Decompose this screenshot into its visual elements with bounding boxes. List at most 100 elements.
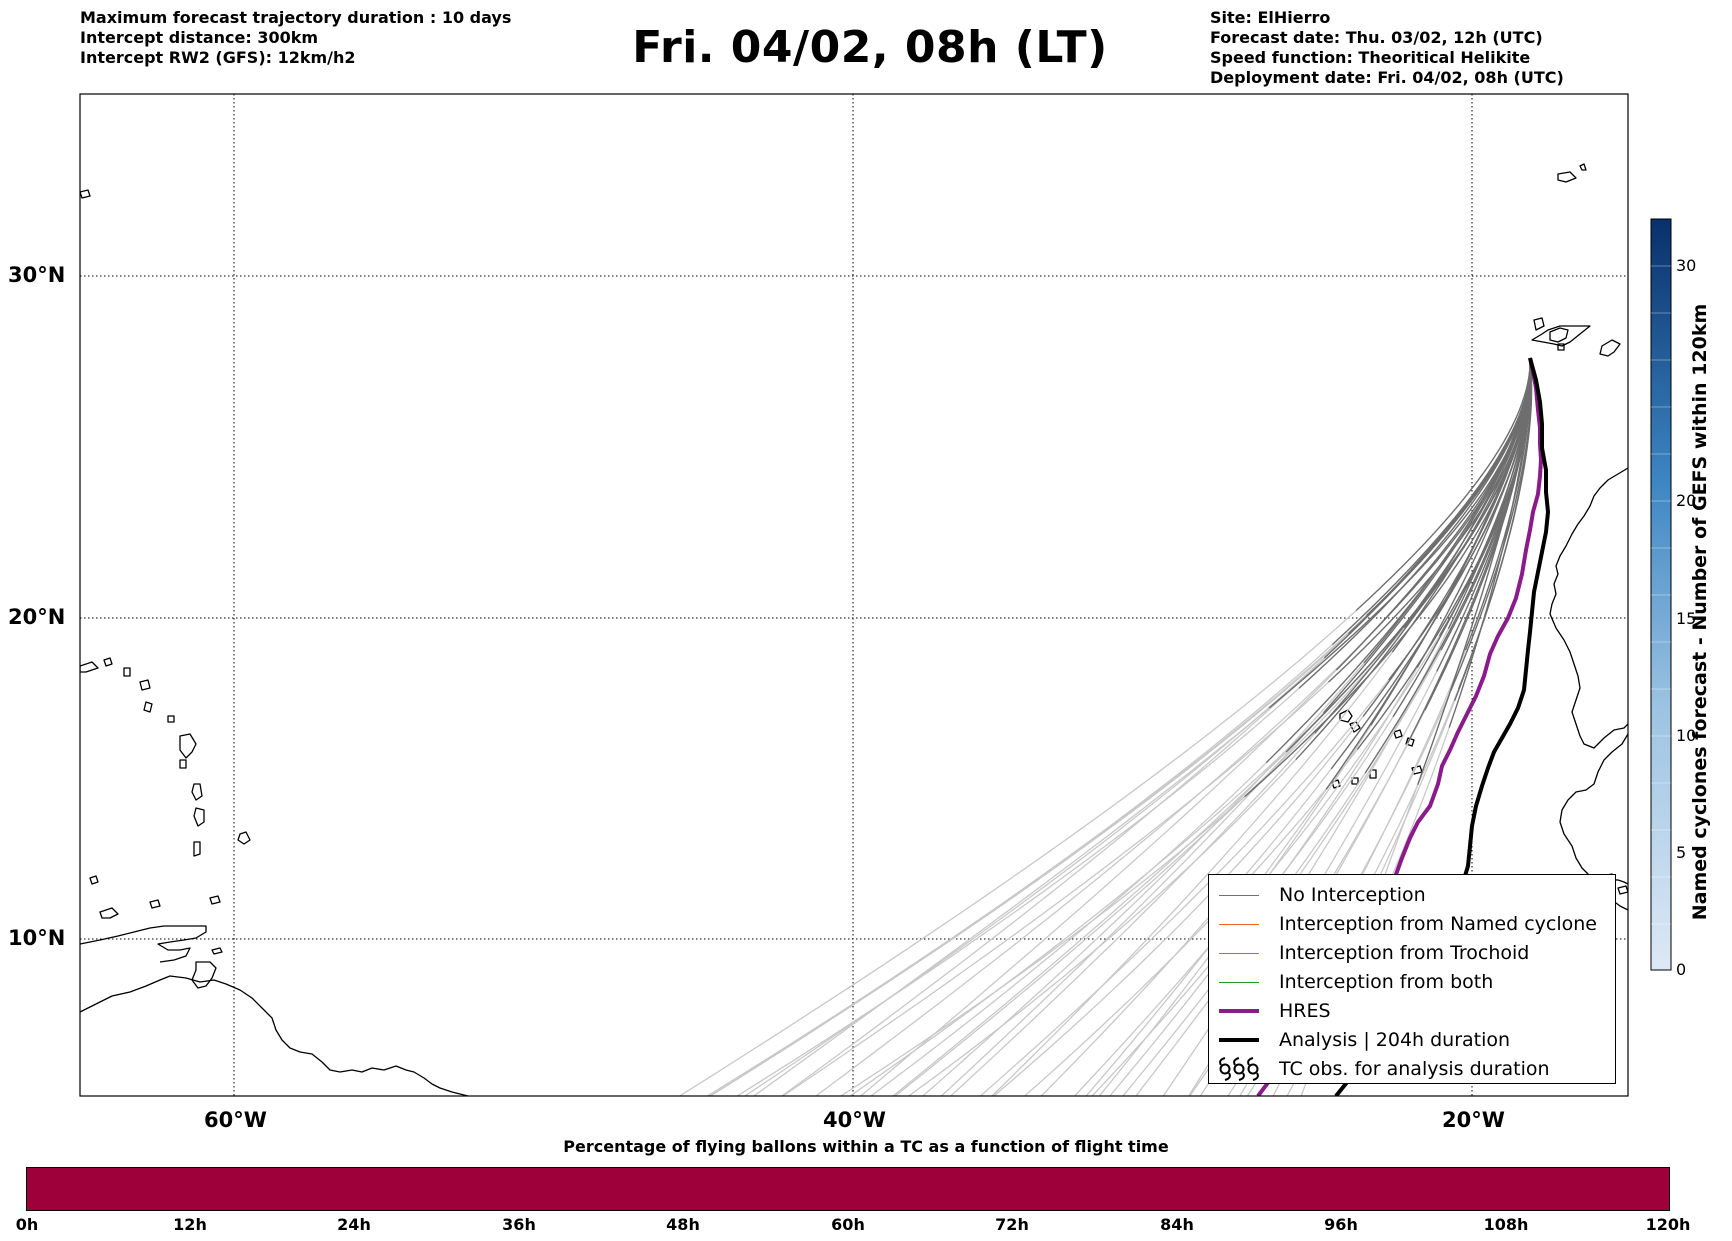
hcb-tick-48h: 48h — [666, 1215, 700, 1234]
ensemble-trajectory-tail — [991, 651, 1393, 1096]
vcb-tick-0: 0 — [1676, 960, 1687, 979]
speed-function-text: Speed function: Theoritical Helikite — [1210, 48, 1531, 67]
legend-swatch-trochoid — [1219, 952, 1259, 954]
dominica-island — [191, 783, 203, 801]
ensemble-trajectory — [1363, 358, 1531, 664]
ensemble-trajectory-tail — [707, 644, 1333, 1096]
map-frame — [79, 93, 1629, 1097]
header-right-info: Site: ElHierro Forecast date: Thu. 03/02… — [1210, 8, 1564, 88]
margarita-island — [99, 907, 119, 919]
cape-verde-6 — [1369, 769, 1377, 779]
small-antilles-2 — [149, 899, 161, 909]
ensemble-trajectory-tail — [736, 687, 1300, 1096]
ensemble-trajectory-tail — [870, 762, 1267, 1096]
ensemble-trajectory-tail — [815, 639, 1366, 1096]
map-title: Fri. 04/02, 08h (LT) — [632, 22, 1108, 73]
leewards-island-2 — [139, 679, 151, 691]
la-palma-island — [1533, 317, 1545, 331]
lon-label-60w: 60°W — [204, 1108, 267, 1132]
ensemble-trajectory — [1370, 357, 1532, 726]
legend-item-no-interception: No Interception — [1215, 880, 1426, 909]
max-duration-text: Maximum forecast trajectory duration : 1… — [80, 8, 512, 27]
cyclone-symbols-icon — [1219, 1057, 1259, 1081]
vcb-tick-5: 5 — [1676, 843, 1687, 862]
cape-verde-4 — [1405, 737, 1415, 747]
site-text: Site: ElHierro — [1210, 8, 1331, 27]
hcb-tick-84h: 84h — [1160, 1215, 1194, 1234]
intercept-distance-text: Intercept distance: 300km — [80, 28, 319, 47]
ensemble-trajectory-tail — [1040, 768, 1332, 1096]
ensemble-trajectory-tail — [753, 707, 1270, 1096]
intercept-rw2-text: Intercept RW2 (GFS): 12km/h2 — [80, 48, 356, 67]
ensemble-trajectories-dark — [1244, 357, 1533, 798]
hcb-tick-108h: 108h — [1483, 1215, 1529, 1234]
barbados-island — [237, 831, 251, 845]
legend-item-trochoid: Interception from Trochoid — [1215, 938, 1529, 967]
trinidad-island — [191, 961, 217, 989]
header-left-info: Maximum forecast trajectory duration : 1… — [80, 8, 511, 68]
ensemble-trajectory-tail — [709, 633, 1349, 1096]
legend-swatch-named-cyclone — [1219, 923, 1259, 925]
hcb-tick-12h: 12h — [173, 1215, 207, 1234]
cape-verde-1 — [1339, 709, 1353, 723]
lat-label-10n: 10°N — [8, 926, 66, 950]
horizontal-colorbar — [26, 1167, 1670, 1211]
hcb-tick-36h: 36h — [502, 1215, 536, 1234]
deployment-date-text: Deployment date: Fri. 04/02, 08h (UTC) — [1210, 68, 1564, 87]
vcb-tick-30: 30 — [1676, 256, 1697, 275]
forecast-date-text: Forecast date: Thu. 03/02, 12h (UTC) — [1210, 28, 1543, 47]
guadeloupe-island — [179, 733, 197, 759]
lon-label-20w: 20°W — [1442, 1108, 1505, 1132]
vertical-colorbar-label: Named cyclones forecast - Number of GEFS… — [1689, 303, 1711, 921]
ensemble-trajectory-tail — [860, 669, 1337, 1096]
legend-item-analysis: Analysis | 204h duration — [1215, 1025, 1510, 1054]
hcb-tick-60h: 60h — [831, 1215, 865, 1234]
leewards-island-4 — [167, 715, 175, 723]
ensemble-trajectory-tail — [679, 610, 1357, 1096]
st-lucia-island — [193, 841, 201, 857]
ensemble-trajectory-tail — [892, 751, 1287, 1096]
martinique-island — [193, 807, 205, 827]
legend-swatch-both — [1219, 981, 1259, 983]
vcb-tick-20: 20 — [1676, 491, 1697, 510]
ensemble-trajectory-tail — [1109, 667, 1418, 1096]
vcb-tick-15: 15 — [1676, 609, 1697, 628]
ensemble-trajectory-tail — [1135, 649, 1442, 1096]
ensemble-trajectory-tail — [908, 759, 1297, 1096]
small-antilles-3 — [209, 895, 221, 905]
ensemble-trajectory-tail — [950, 732, 1316, 1096]
south-america-coast — [80, 975, 469, 1096]
ensemble-trajectory-tail — [940, 712, 1324, 1096]
ensemble-trajectory-tail — [781, 611, 1372, 1096]
ensemble-trajectory-tail — [922, 662, 1365, 1096]
legend-item-tc-obs: TC obs. for analysis duration — [1215, 1054, 1550, 1083]
puerto-rico-island — [80, 661, 99, 673]
legend-item-named-cyclone: Interception from Named cyclone — [1215, 909, 1597, 938]
ensemble-trajectory-tail — [993, 716, 1364, 1096]
paria-coast — [80, 925, 207, 963]
small-antilles-1 — [89, 875, 99, 885]
ensemble-trajectory — [1417, 357, 1532, 786]
hcb-tick-96h: 96h — [1324, 1215, 1358, 1234]
madeira-islands — [1557, 163, 1587, 183]
gran-canaria-island — [1549, 327, 1569, 343]
ensemble-trajectory — [1314, 357, 1531, 734]
gomera-island — [1557, 343, 1565, 351]
small-islet-west-1 — [80, 189, 91, 199]
leewards-island-5 — [179, 759, 187, 769]
hcb-tick-72h: 72h — [995, 1215, 1029, 1234]
vertical-colorbar-gradient — [1650, 218, 1672, 971]
hcb-tick-120h: 120h — [1645, 1215, 1691, 1234]
fuerteventura-island — [1599, 339, 1621, 357]
lat-label-30n: 30°N — [8, 263, 66, 287]
ensemble-trajectory-tail — [980, 679, 1390, 1096]
hcb-tick-0h: 0h — [15, 1215, 39, 1234]
west-africa-coast — [1549, 467, 1628, 749]
lat-label-20n: 20°N — [8, 605, 66, 629]
legend: No Interception Interception from Named … — [1208, 874, 1616, 1084]
legend-swatch-no-interception — [1219, 894, 1259, 896]
legend-swatch-analysis — [1219, 1037, 1259, 1042]
tobago-island — [211, 947, 223, 955]
leewards-island-1 — [123, 667, 131, 677]
legend-item-both: Interception from both — [1215, 967, 1493, 996]
